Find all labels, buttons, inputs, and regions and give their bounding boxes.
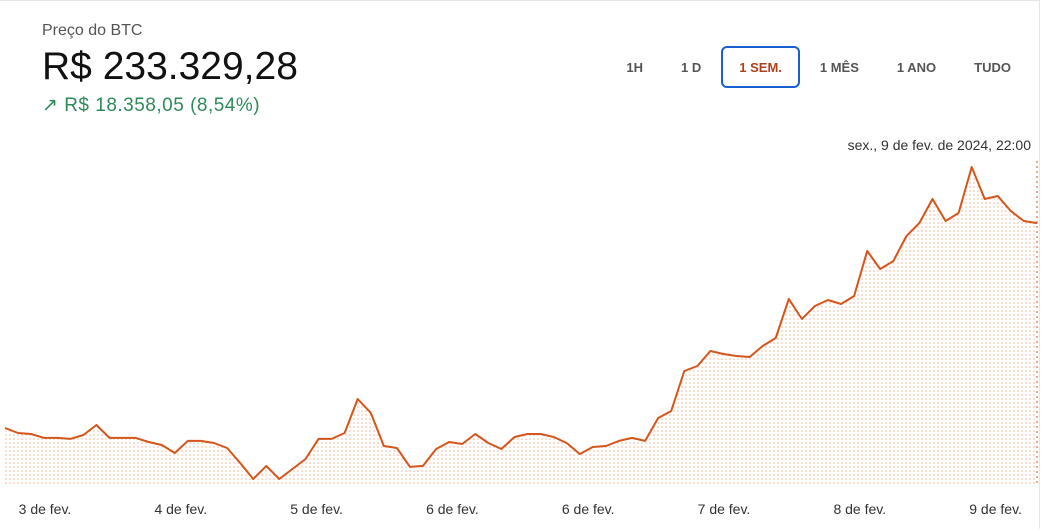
range-button[interactable]: 1 MÊS — [819, 59, 859, 75]
area — [5, 167, 1037, 484]
x-tick-label: 5 de fev. — [290, 501, 343, 517]
x-tick-label: 8 de fev. — [833, 501, 886, 517]
widget-title: Preço do BTC — [42, 22, 143, 39]
x-tick-label: 4 de fev. — [154, 501, 207, 517]
range-button[interactable]: 1 SEM. — [721, 46, 800, 88]
x-tick-label: 9 de fev. — [969, 501, 1022, 517]
price-change: ↗ R$ 18.358,05 (8,54%) — [42, 95, 261, 116]
x-tick-label: 6 de fev. — [562, 501, 615, 517]
range-button[interactable]: 1H — [626, 59, 644, 75]
price-line — [4, 166, 1038, 480]
hover-label: sex., 9 de fev. de 2024, 22:00 — [848, 137, 1032, 153]
range-button[interactable]: TUDO — [974, 59, 1011, 75]
range-buttons: 1H 1 D 1 SEM. 1 MÊS 1 ANO TUDO — [606, 46, 1029, 88]
price: R$ 233.329,28 — [42, 45, 298, 88]
range-button[interactable]: 1 D — [681, 59, 702, 75]
x-tick-label: 3 de fev. — [19, 501, 72, 517]
range-button[interactable]: 1 ANO — [896, 59, 937, 75]
x-tick-label: 7 de fev. — [698, 501, 751, 517]
x-tick-label: 6 de fev. — [426, 501, 479, 517]
